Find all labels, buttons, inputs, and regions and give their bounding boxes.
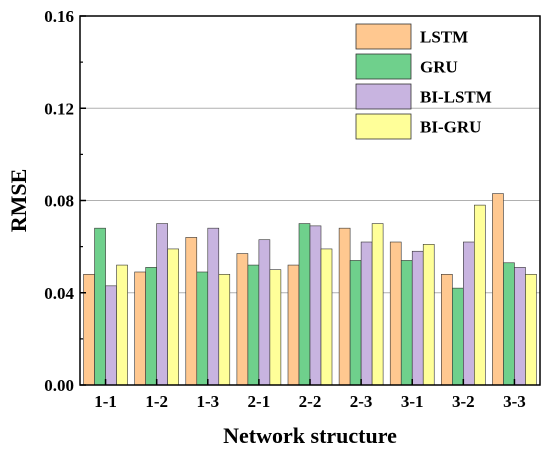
bar-bi-gru-1-2 (167, 248, 179, 386)
y-tick-label: 0.08 (44, 192, 74, 211)
y-tick-label: 0.04 (44, 284, 74, 303)
bar-bi-gru-2-3 (371, 223, 384, 386)
bar-gru-1-2 (145, 267, 157, 386)
x-tick-label: 1-3 (196, 392, 219, 411)
bar-bi-lstm-1-2 (156, 223, 168, 386)
y-tick-label: 0.12 (44, 99, 74, 118)
bar-bi-gru-3-2 (474, 204, 486, 386)
legend-swatch-gru (355, 53, 412, 80)
legend: LSTM GRU BI-LSTM BI-GRU (355, 23, 492, 140)
bar-gru-1-3 (196, 271, 209, 386)
y-tick-label: 0.00 (44, 376, 74, 395)
legend-label-bi-gru: BI-GRU (420, 118, 481, 137)
bar-lstm-1-3 (185, 237, 198, 386)
bar-bi-lstm-3-2 (463, 241, 475, 386)
x-tick-label: 3-1 (401, 392, 424, 411)
bar-bi-lstm-2-1 (258, 239, 271, 386)
legend-label-gru: GRU (420, 58, 458, 77)
bar-gru-3-2 (452, 287, 464, 386)
x-tick-label: 3-3 (503, 392, 526, 411)
bar-gru-2-2 (298, 223, 311, 386)
x-axis-title: Network structure (223, 423, 397, 448)
bar-lstm-3-3 (492, 193, 504, 386)
bar-bi-lstm-3-3 (514, 267, 526, 386)
bar-bi-lstm-2-2 (309, 225, 322, 386)
bar-lstm-1-2 (134, 271, 146, 386)
y-tick-labels: 0.00 0.04 0.08 0.12 0.16 (44, 7, 74, 395)
legend-swatch-lstm (355, 23, 412, 50)
x-tick-labels: 1-1 1-2 1-3 2-1 2-2 2-3 3-1 3-2 3-3 (94, 392, 526, 411)
bar-lstm-3-2 (441, 273, 453, 386)
bar-bi-lstm-3-1 (411, 250, 424, 386)
bar-bi-gru-2-2 (320, 248, 333, 386)
bar-bi-gru-3-3 (525, 273, 537, 386)
x-tick-label: 2-3 (350, 392, 373, 411)
bar-bi-lstm-1-3 (207, 227, 220, 386)
legend-label-bi-lstm: BI-LSTM (420, 88, 492, 107)
bar-bi-gru-1-1 (116, 264, 128, 386)
bar-gru-1-1 (94, 227, 106, 386)
bar-gru-3-1 (400, 260, 413, 386)
legend-label-lstm: LSTM (420, 28, 468, 47)
bar-bi-gru-2-1 (269, 269, 282, 386)
bars (83, 193, 537, 386)
bar-gru-3-3 (503, 262, 515, 386)
bar-bi-gru-1-3 (218, 273, 231, 386)
bar-lstm-3-1 (389, 241, 402, 386)
legend-swatch-bi-gru (355, 113, 412, 140)
bar-gru-2-3 (349, 260, 362, 386)
bar-lstm-1-1 (83, 273, 95, 386)
bar-bi-gru-3-1 (422, 244, 435, 386)
x-tick-label: 2-1 (248, 392, 271, 411)
legend-swatch-bi-lstm (355, 83, 412, 110)
bar-lstm-2-2 (287, 264, 300, 386)
bar-gru-2-1 (247, 264, 260, 386)
x-tick-label: 3-2 (452, 392, 475, 411)
x-tick-label: 1-1 (94, 392, 117, 411)
bar-bi-lstm-1-1 (105, 285, 117, 386)
bar-lstm-2-1 (236, 253, 249, 386)
x-tick-label: 2-2 (299, 392, 322, 411)
ticks (80, 15, 516, 386)
x-tick-label: 1-2 (145, 392, 168, 411)
y-tick-label: 0.16 (44, 7, 74, 26)
bar-bi-lstm-2-3 (360, 241, 373, 386)
y-axis-title: RMSE (6, 169, 31, 233)
bar-lstm-2-3 (338, 227, 351, 386)
